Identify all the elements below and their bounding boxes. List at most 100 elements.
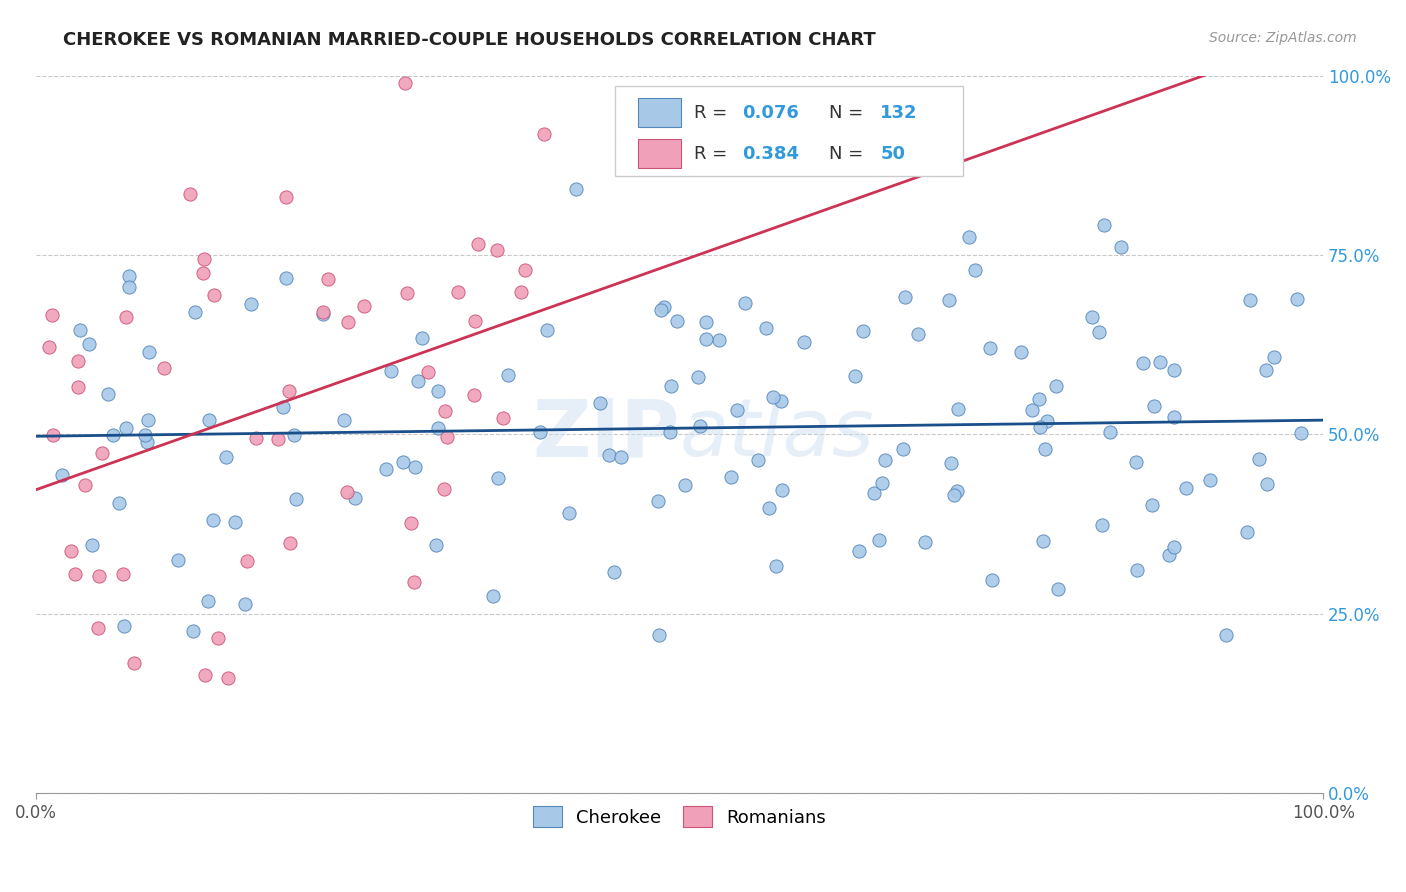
Point	[894, 290, 917, 304]
Point	[235, 554, 257, 568]
Point	[1236, 525, 1258, 540]
Point	[118, 279, 141, 293]
Point	[1291, 426, 1313, 441]
Point	[510, 285, 533, 299]
Point	[183, 624, 205, 638]
Point	[267, 432, 290, 446]
Point	[536, 323, 558, 337]
Bar	[638, 139, 681, 169]
Point	[316, 272, 339, 286]
Point	[136, 434, 159, 449]
Point	[513, 263, 536, 277]
Point	[943, 488, 966, 502]
Point	[396, 285, 419, 300]
Point	[112, 618, 135, 632]
Point	[529, 425, 551, 439]
Point	[278, 384, 301, 398]
Legend: Cherokee, Romanians: Cherokee, Romanians	[526, 799, 834, 835]
Point	[647, 493, 669, 508]
Point	[332, 413, 354, 427]
Point	[380, 363, 402, 377]
Point	[138, 344, 160, 359]
Point	[89, 568, 111, 582]
Point	[284, 492, 307, 507]
Point	[108, 495, 131, 509]
Point	[436, 430, 458, 444]
Point	[907, 327, 929, 342]
Point	[392, 455, 415, 469]
Point	[939, 457, 962, 471]
Point	[427, 420, 450, 434]
Point	[90, 446, 112, 460]
Text: CHEROKEE VS ROMANIAN MARRIED-COUPLE HOUSEHOLDS CORRELATION CHART: CHEROKEE VS ROMANIAN MARRIED-COUPLE HOUS…	[63, 31, 876, 49]
Text: 0.384: 0.384	[742, 145, 800, 163]
Text: N =: N =	[830, 103, 869, 121]
Point	[848, 544, 870, 558]
FancyBboxPatch shape	[616, 87, 963, 176]
Point	[97, 387, 120, 401]
Point	[375, 462, 398, 476]
Point	[69, 322, 91, 336]
Point	[41, 309, 63, 323]
Point	[914, 535, 936, 549]
Point	[134, 427, 156, 442]
Point	[194, 667, 217, 681]
Point	[1045, 379, 1067, 393]
Point	[689, 419, 711, 434]
Point	[695, 315, 717, 329]
Point	[650, 303, 672, 318]
Point	[1126, 563, 1149, 577]
Point	[609, 450, 631, 464]
Point	[603, 565, 626, 579]
Point	[844, 369, 866, 384]
Point	[425, 538, 447, 552]
Point	[481, 589, 503, 603]
Point	[1149, 355, 1171, 369]
Point	[42, 427, 65, 442]
Point	[245, 431, 267, 445]
Bar	[638, 98, 681, 127]
Point	[652, 300, 675, 314]
Point	[979, 341, 1001, 355]
Point	[1285, 292, 1308, 306]
Point	[1142, 498, 1164, 512]
Point	[533, 127, 555, 141]
Point	[1215, 627, 1237, 641]
Point	[965, 263, 987, 277]
Point	[1010, 345, 1032, 359]
Point	[63, 566, 86, 581]
Point	[1256, 363, 1278, 377]
Point	[1021, 403, 1043, 417]
Point	[1092, 218, 1115, 232]
Point	[217, 671, 239, 685]
Point	[496, 368, 519, 382]
Text: Source: ZipAtlas.com: Source: ZipAtlas.com	[1209, 31, 1357, 45]
Point	[1036, 414, 1059, 428]
Text: atlas: atlas	[679, 395, 875, 474]
Point	[467, 236, 489, 251]
Point	[118, 269, 141, 284]
Point	[193, 266, 215, 280]
Point	[872, 476, 894, 491]
Text: 132: 132	[880, 103, 918, 121]
Point	[463, 388, 485, 402]
Point	[153, 361, 176, 376]
Point	[1099, 425, 1122, 439]
Point	[762, 390, 785, 404]
Point	[38, 340, 60, 354]
Point	[404, 460, 426, 475]
Point	[734, 296, 756, 310]
Point	[765, 558, 787, 573]
Point	[1088, 325, 1111, 339]
Point	[666, 314, 689, 328]
Point	[179, 186, 201, 201]
Point	[980, 573, 1002, 587]
Point	[418, 366, 440, 380]
Point	[769, 394, 792, 409]
Point	[353, 299, 375, 313]
Point	[1109, 240, 1132, 254]
Point	[938, 293, 960, 307]
Point	[1047, 582, 1070, 597]
Point	[406, 374, 429, 388]
Point	[1239, 293, 1261, 307]
